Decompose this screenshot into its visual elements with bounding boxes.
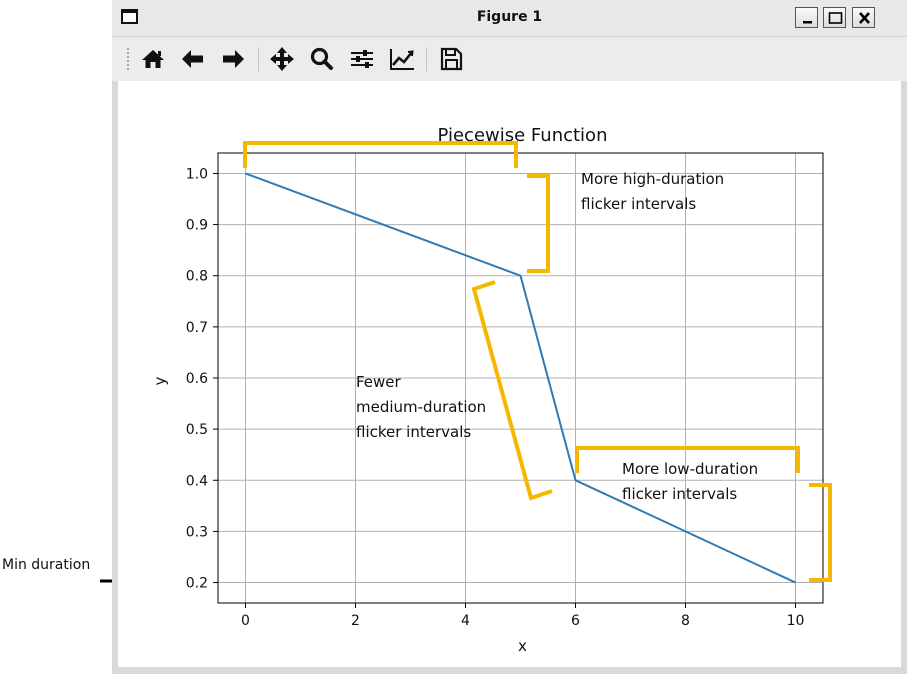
y-tick-label: 0.8 — [186, 269, 208, 285]
annotation-brackets — [243, 141, 832, 582]
zoom-button[interactable] — [307, 45, 337, 73]
title-bar[interactable]: Figure 1 — [112, 0, 907, 37]
pan-button[interactable] — [267, 45, 297, 73]
y-tick-label: 0.9 — [186, 218, 208, 234]
line-chart-icon — [390, 49, 414, 70]
x-tick-label: 0 — [241, 613, 250, 629]
home-button[interactable] — [138, 45, 168, 73]
x-tick-label: 4 — [461, 613, 470, 629]
magnifier-icon — [310, 47, 333, 70]
bracket-top-low — [575, 446, 800, 473]
move-icon — [270, 47, 294, 71]
annotation-medium-duration: Fewer — [356, 373, 402, 391]
minimize-button[interactable] — [795, 7, 818, 28]
save-button[interactable] — [436, 45, 466, 73]
series-line — [245, 172, 796, 584]
figure-window: Figure 1 — [112, 0, 907, 674]
forward-button[interactable] — [218, 45, 248, 73]
bracket-right-low — [809, 483, 832, 582]
home-icon — [142, 50, 164, 68]
sliders-icon — [351, 50, 373, 68]
annotation-high-duration: More high-duration — [581, 170, 724, 188]
x-tick-label: 10 — [787, 613, 805, 629]
axes: 0 2 4 6 8 10 0.2 0.3 0.4 0.5 0.6 0.7 0.8 0.9 1.0 Piecew… — [151, 125, 824, 655]
x-tick-label: 6 — [571, 613, 580, 629]
toolbar-separator — [426, 47, 427, 71]
y-axis-label: y — [151, 376, 169, 385]
bracket-diagonal-medium — [471, 280, 553, 501]
navigation-toolbar — [112, 37, 907, 81]
edit-axes-button[interactable] — [387, 45, 417, 73]
y-tick-label: 1.0 — [186, 166, 208, 182]
annotation-high-duration: flicker intervals — [581, 195, 696, 213]
y-tick-label: 0.3 — [186, 524, 208, 540]
y-tick-label: 0.2 — [186, 576, 208, 592]
y-tick-label: 0.4 — [186, 473, 208, 489]
y-tick-label: 0.7 — [186, 320, 208, 336]
chart-title: Piecewise Function — [438, 125, 608, 146]
bracket-top-high — [243, 141, 518, 168]
min-duration-label: Min duration — [2, 557, 91, 573]
window-title: Figure 1 — [476, 9, 543, 25]
y-tick-label: 0.5 — [186, 422, 208, 438]
back-button[interactable] — [178, 45, 208, 73]
minimize-icon — [803, 21, 812, 24]
arrow-right-icon — [223, 50, 244, 68]
bracket-right-high — [527, 174, 550, 273]
maximize-icon — [828, 12, 843, 24]
floppy-disk-icon — [440, 47, 463, 71]
grid-lines — [218, 153, 823, 603]
x-tick-label: 8 — [681, 613, 690, 629]
maximize-button[interactable] — [823, 7, 846, 28]
annotation-medium-duration: flicker intervals — [356, 423, 471, 441]
window-app-icon — [121, 9, 138, 24]
plot: 0 2 4 6 8 10 0.2 0.3 0.4 0.5 0.6 0.7 0.8 0.9 1.0 Piecew… — [151, 125, 832, 655]
configure-subplots-button[interactable] — [347, 45, 377, 73]
close-icon — [859, 12, 870, 24]
toolbar-grip[interactable] — [126, 47, 130, 71]
arrow-left-icon — [182, 50, 203, 68]
x-tick-label: 2 — [351, 613, 360, 629]
x-axis-label: x — [518, 637, 527, 655]
annotation-low-duration: flicker intervals — [622, 485, 737, 503]
close-button[interactable] — [852, 7, 875, 28]
data-layer — [245, 172, 796, 584]
y-tick-label: 0.6 — [186, 371, 208, 387]
toolbar-separator — [258, 47, 259, 71]
annotation-medium-duration: medium-duration — [356, 398, 486, 416]
figure-canvas[interactable]: 0 2 4 6 8 10 0.2 0.3 0.4 0.5 0.6 0.7 0.8 0.9 1.0 Piecew… — [118, 81, 901, 667]
annotation-low-duration: More low-duration — [622, 460, 758, 478]
annotation-texts: More high-duration flicker intervals Fewer… — [356, 170, 758, 503]
